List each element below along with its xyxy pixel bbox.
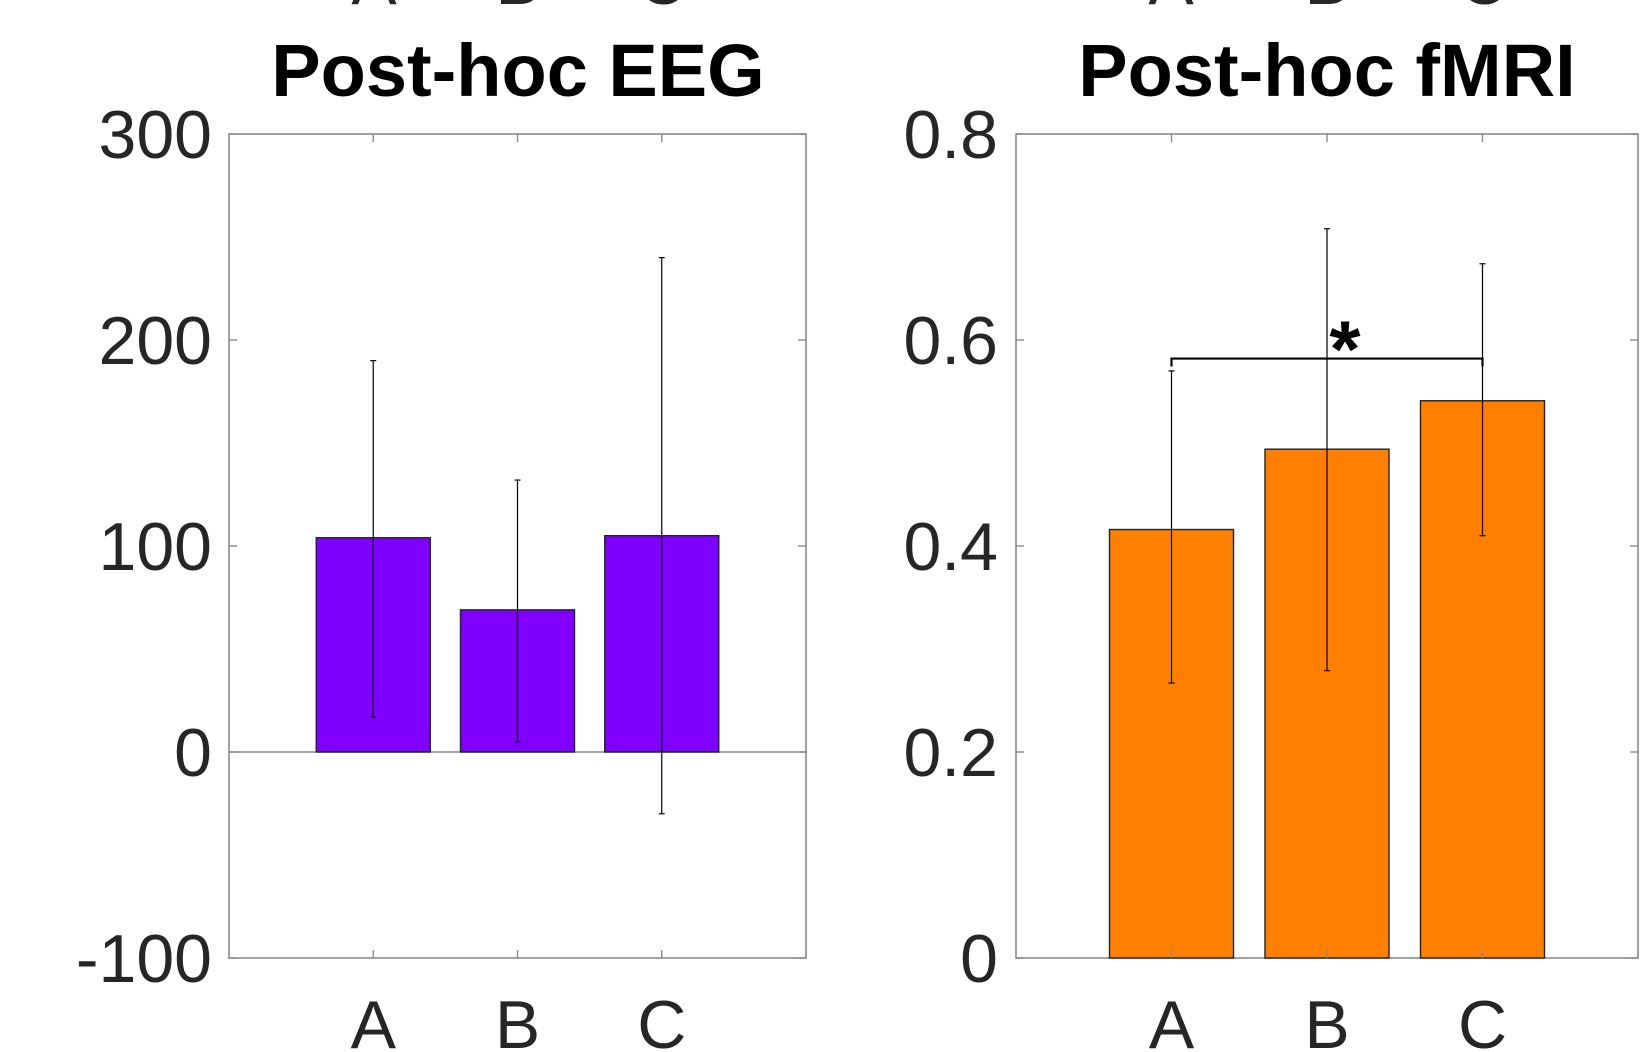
y-tick-label: 0.6	[903, 303, 998, 379]
y-tick-label: 100	[99, 509, 212, 585]
fmri-chart-panel: A B C Post-hoc fMRI 0 0.2 0.4 0.6 0.8 A B C *	[903, 0, 1639, 1052]
x-tick-label: A	[1149, 987, 1195, 1052]
chart-title: Post-hoc fMRI	[1078, 29, 1575, 112]
eeg-chart-panel: A B C Post-hoc EEG -100 0 100 200 300 A B C	[76, 0, 807, 1052]
x-tick-label: C	[1458, 987, 1507, 1052]
x-tick-label: B	[495, 987, 540, 1052]
top-tick-labels: A B C	[351, 0, 686, 19]
plot-area: 0 0.2 0.4 0.6 0.8 A B C *	[903, 97, 1639, 1052]
y-tick-label: 0	[174, 715, 212, 791]
significance-label: *	[1329, 305, 1361, 394]
top-tick-label: C	[1458, 0, 1507, 19]
y-tick-label: 0.2	[903, 715, 998, 791]
x-tick-label: A	[351, 987, 397, 1052]
y-tick-label: 0	[960, 921, 998, 997]
plot-area: -100 0 100 200 300 A B C	[76, 97, 807, 1052]
y-tick-label: 0.4	[903, 509, 998, 585]
top-tick-label: A	[351, 0, 397, 19]
x-tick-label: B	[1304, 987, 1349, 1052]
chart-title: Post-hoc EEG	[271, 29, 764, 112]
x-tick-label: C	[637, 987, 686, 1052]
top-tick-label: B	[495, 0, 540, 19]
y-tick-label: 300	[99, 97, 212, 173]
top-tick-labels: A B C	[1148, 0, 1507, 19]
y-tick-label: 0.8	[903, 97, 998, 173]
top-tick-label: C	[637, 0, 686, 19]
top-tick-label: A	[1148, 0, 1194, 19]
significance-bracket	[1170, 357, 1484, 367]
y-tick-label: 200	[99, 303, 212, 379]
y-tick-label: -100	[76, 921, 212, 997]
top-tick-label: B	[1304, 0, 1349, 19]
